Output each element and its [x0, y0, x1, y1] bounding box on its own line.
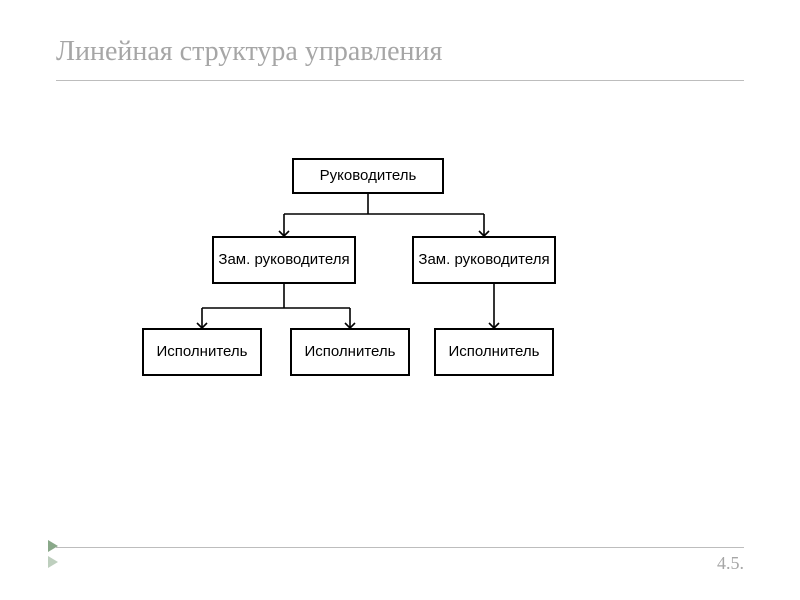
node-root: Руководитель — [292, 158, 444, 194]
node-exec3: Исполнитель — [434, 328, 554, 376]
connector-layer — [0, 0, 800, 600]
bullet-icon — [48, 540, 58, 552]
slide-number: 4.5. — [717, 553, 744, 574]
node-exec1: Исполнитель — [142, 328, 262, 376]
node-exec2: Исполнитель — [290, 328, 410, 376]
node-dep1: Зам. руководителя — [212, 236, 356, 284]
node-dep2: Зам. руководителя — [412, 236, 556, 284]
footer-rule — [56, 547, 744, 548]
bullet-icon — [48, 556, 58, 568]
org-chart: Руководитель Зам. руководителя Зам. руково… — [0, 0, 800, 600]
